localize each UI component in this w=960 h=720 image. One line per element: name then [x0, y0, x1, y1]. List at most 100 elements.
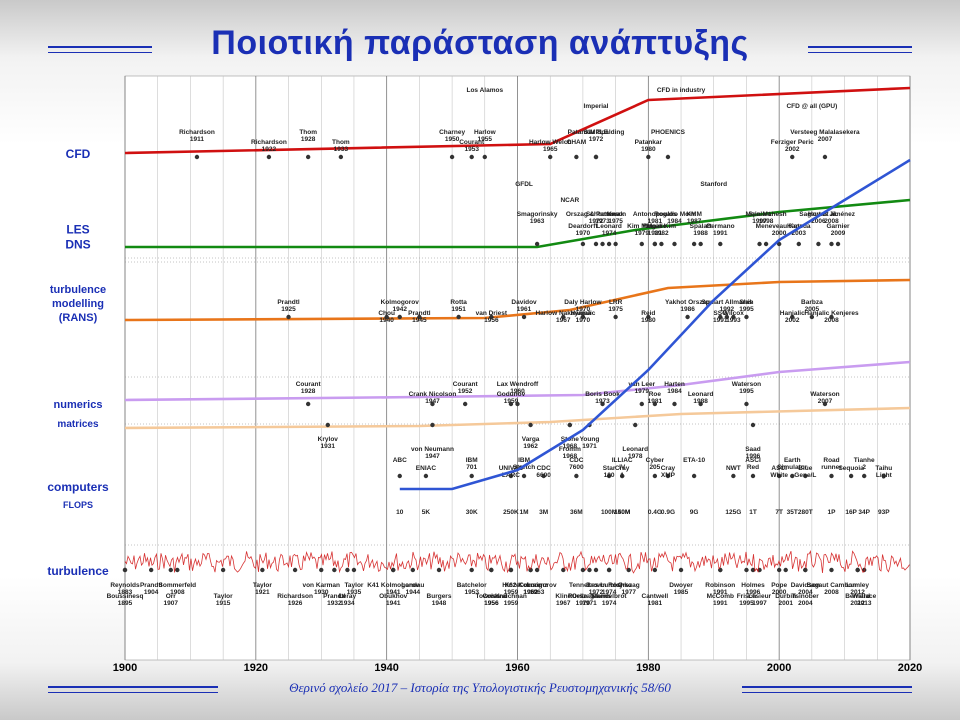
- event-label: van Driest 1956: [476, 310, 508, 324]
- event-label-line: Courant: [453, 381, 479, 388]
- event-label-line: 1972: [589, 589, 604, 596]
- event-label-line: Spalart: [749, 211, 772, 218]
- event-label-line: ABC: [393, 457, 407, 464]
- event-label-line: 1933: [334, 146, 349, 153]
- event-label-line: 2006: [811, 218, 826, 225]
- event-label-line: 1883: [118, 589, 133, 596]
- event-marker: [757, 241, 762, 247]
- event-marker: [790, 473, 795, 479]
- flops-label: 10: [396, 509, 404, 516]
- event-label: Townsend 1956: [476, 593, 508, 607]
- event-label-line: Crank Nicolson: [409, 391, 457, 398]
- event-label-line: 1921: [255, 589, 270, 596]
- event-label-line: Young: [580, 436, 600, 443]
- event-label: Harlow Welch 1965: [529, 139, 572, 153]
- event-label: Patankar 1980: [635, 139, 663, 153]
- event-label-line: 2008: [824, 317, 839, 324]
- event-marker: [803, 473, 808, 479]
- event-label-line: 2012: [850, 589, 865, 596]
- title-rule-left-thin: [48, 52, 152, 53]
- event-label-line: 6600: [536, 472, 551, 479]
- event-label-line: 1974: [602, 589, 617, 596]
- event-label: Deardorff 1970: [568, 223, 598, 237]
- event-marker: [351, 567, 357, 573]
- event-label: Kwak 1975: [607, 211, 624, 225]
- event-label-line: 1915: [216, 600, 231, 607]
- row-label-turbulence: turbulence: [47, 564, 109, 578]
- event-label-line: Simulator: [777, 464, 807, 471]
- event-label-line: 2003: [792, 230, 807, 237]
- event-label-line: Garnier: [826, 223, 850, 230]
- row-label-cfd: CFD: [66, 147, 91, 161]
- event-label-line: 2007: [818, 136, 833, 143]
- event-marker: [397, 314, 402, 320]
- event-marker: [332, 567, 337, 573]
- event-label: Cray 1: [615, 465, 630, 479]
- event-label-line: Hanjalic: [570, 310, 595, 317]
- title-row: Ποιοτική παράσταση ανάπτυξης: [0, 18, 960, 78]
- event-marker: [639, 401, 644, 407]
- event-marker: [724, 314, 730, 320]
- title-rule-right-thin: [808, 52, 912, 53]
- event-marker: [574, 473, 579, 479]
- event-label-line: Shih: [739, 299, 753, 306]
- event-label-line: 1962: [523, 443, 538, 450]
- event-label-line: Lax Wendroff: [497, 381, 539, 388]
- event-label-line: Coles: [482, 593, 500, 600]
- event-marker: [881, 473, 887, 479]
- event-label: CHAM: [567, 139, 587, 146]
- event-label: KMM 1987: [686, 211, 702, 225]
- event-label: Versteeg Malalasekera 2007: [790, 129, 860, 143]
- event-marker: [266, 154, 272, 160]
- event-label-line: 1952: [458, 388, 473, 395]
- event-marker: [587, 567, 592, 573]
- event-label: Daly Harlow 1970: [564, 299, 602, 313]
- event-label: Earth Simulator: [777, 457, 807, 471]
- event-label-line: 100: [604, 472, 615, 479]
- event-label-line: 1998: [759, 218, 774, 225]
- event-label: Thom 1933: [332, 139, 350, 153]
- event-label: ABC: [393, 457, 407, 464]
- event-label-line: 1945: [412, 317, 427, 324]
- event-label-line: Davidov: [511, 299, 537, 306]
- event-label-line: Lumley: [846, 582, 869, 589]
- event-marker: [580, 314, 586, 320]
- event-label-line: PHOENICS: [651, 129, 686, 136]
- event-label-line: 1974: [602, 230, 617, 237]
- event-label: Ferziger Peric 2002: [771, 139, 814, 153]
- event-marker: [606, 473, 612, 479]
- event-label-line: Spalart: [690, 223, 713, 230]
- event-label: Burgers 1948: [427, 593, 452, 607]
- event-label-line: von Neumann: [411, 446, 454, 453]
- event-label: Brown Roshko 1974: [586, 582, 632, 596]
- event-label: Tennekes Lumley 1972: [569, 582, 623, 596]
- event-marker: [816, 241, 821, 247]
- event-label-line: 1980: [641, 317, 656, 324]
- event-label-line: Townsend: [476, 593, 508, 600]
- event-marker: [410, 567, 416, 573]
- event-label-line: Gene/L: [794, 472, 816, 479]
- event-label-line: SIMPLE: [584, 129, 609, 136]
- title-rule-left: [48, 46, 152, 48]
- event-marker: [548, 154, 553, 160]
- event-label-line: 1968: [563, 443, 578, 450]
- event-label: Hanjalic 2002: [780, 310, 805, 324]
- event-label: Boris Book 1973: [585, 391, 620, 405]
- event-label-line: Stone: [561, 436, 579, 443]
- event-label-line: CDC: [569, 457, 583, 464]
- event-marker: [606, 567, 612, 573]
- event-label: Prandtl 1925: [277, 299, 300, 313]
- event-label-line: Taihu: [875, 465, 892, 472]
- event-marker: [469, 567, 474, 573]
- event-label-line: Meneveau Katz: [756, 223, 804, 230]
- event-label: Orszag 1977: [618, 582, 640, 596]
- flops-label: 16P: [845, 509, 857, 516]
- flops-label: 150M: [614, 509, 630, 516]
- event-label: Smagorinsky 1963: [517, 211, 558, 225]
- event-marker: [829, 567, 834, 573]
- event-label-line: LARC: [502, 472, 520, 479]
- event-label: Reynolds 1883: [110, 582, 140, 596]
- event-label: K41 Kolmogorov 1941: [367, 582, 419, 596]
- event-label-line: 1972: [589, 136, 604, 143]
- event-marker: [449, 154, 455, 160]
